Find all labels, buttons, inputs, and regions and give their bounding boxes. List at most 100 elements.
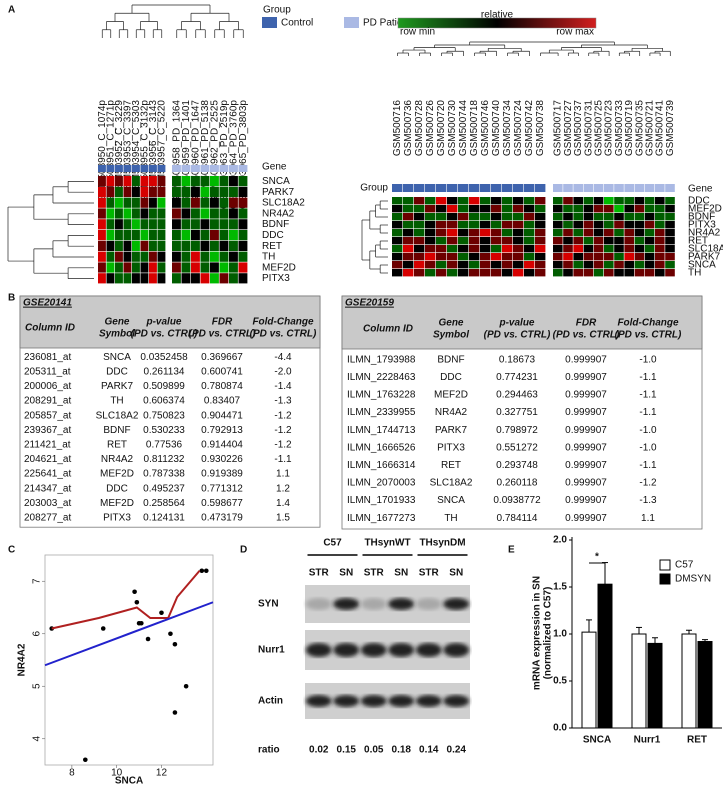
blot-band xyxy=(443,695,470,707)
heat-cell xyxy=(573,221,583,229)
heat-cell xyxy=(392,269,403,277)
heat-cell xyxy=(644,237,655,245)
heat-cell xyxy=(132,273,140,284)
heat-cell xyxy=(191,262,200,273)
sample-label: GSM500727 xyxy=(563,100,574,157)
table-cell: 0.787338 xyxy=(143,469,185,480)
heat-cell xyxy=(191,176,200,187)
heat-cell xyxy=(157,186,166,197)
blot-band xyxy=(333,695,360,707)
heat-cell xyxy=(403,253,414,261)
heat-cell xyxy=(614,221,624,229)
panel-label: C xyxy=(8,545,15,556)
heat-cell xyxy=(140,197,149,208)
heat-cell xyxy=(98,240,106,251)
group-cell xyxy=(106,165,115,172)
heat-cell xyxy=(593,205,604,213)
heat-cell xyxy=(513,237,524,245)
ratio-value: 0.18 xyxy=(392,745,412,756)
table-cell: 1.1 xyxy=(276,469,290,480)
blot-row: SYN xyxy=(258,599,279,610)
heat-cell xyxy=(624,253,634,261)
heat-cell xyxy=(172,251,181,262)
table-cell: 211421_at xyxy=(24,440,71,451)
table-cell: MEF2D xyxy=(434,390,468,401)
heat-cell xyxy=(624,229,634,237)
heat-cell xyxy=(425,205,436,213)
heat-cell xyxy=(447,253,458,261)
column-header: Fold-Change xyxy=(252,317,314,328)
heat-cell xyxy=(458,261,469,269)
legend-title: Group xyxy=(263,5,291,16)
heat-cell xyxy=(140,186,149,197)
color-scale xyxy=(397,17,597,29)
heat-cell xyxy=(553,261,563,269)
heat-cell xyxy=(98,273,106,284)
sample-label: GSM500719 xyxy=(624,100,635,157)
heat-cell xyxy=(106,240,115,251)
heat-cell xyxy=(229,197,238,208)
heat-cell xyxy=(604,221,614,229)
x-tick-label: RET xyxy=(687,735,707,746)
data-point xyxy=(203,568,209,574)
table-cell: 236081_at xyxy=(24,352,71,363)
heat-cell xyxy=(553,221,563,229)
heat-cell xyxy=(458,237,469,245)
heat-cell xyxy=(172,273,181,284)
heat-cell xyxy=(157,219,166,230)
heat-cell xyxy=(106,219,115,230)
blot-membrane xyxy=(305,683,470,719)
heat-cell xyxy=(502,245,513,253)
heat-cell xyxy=(583,245,594,253)
heat-cell xyxy=(98,208,106,219)
heat-cell xyxy=(181,273,191,284)
heat-cell xyxy=(210,262,219,273)
table-cell: 204621_at xyxy=(24,454,71,465)
y-tick-label: 5 xyxy=(32,683,43,689)
group-cell xyxy=(181,165,191,172)
heat-cell xyxy=(480,229,491,237)
heat-cell xyxy=(634,245,645,253)
heat-cell xyxy=(593,261,604,269)
heat-cell xyxy=(210,240,219,251)
table-cell: 0.774231 xyxy=(496,372,538,383)
sample-label: GSM503953_C_3397 xyxy=(122,100,133,197)
column-header: (PD vs. CTRL) xyxy=(484,330,551,341)
heat-cell xyxy=(447,245,458,253)
heat-cell xyxy=(524,229,535,237)
gene-label: PITX3 xyxy=(262,273,290,284)
heat-cell xyxy=(191,208,200,219)
heat-cell xyxy=(469,221,480,229)
gene-label: RET xyxy=(262,241,282,252)
heat-cell xyxy=(210,208,219,219)
heat-cell xyxy=(238,240,248,251)
table-cell: -1.0 xyxy=(639,425,657,436)
gene-label: SNCA xyxy=(688,260,716,271)
heat-cell xyxy=(238,197,248,208)
heat-cell xyxy=(563,269,573,277)
gene-header: Gene xyxy=(688,184,713,195)
heat-cell xyxy=(210,251,219,262)
heat-cell xyxy=(644,197,655,205)
table-cell: 0.509899 xyxy=(143,381,185,392)
legend-label: Control xyxy=(281,18,313,29)
heat-cell xyxy=(210,273,219,284)
data-point xyxy=(145,636,151,642)
legend-label: DMSYN xyxy=(675,574,711,585)
heat-cell xyxy=(513,205,524,213)
legend-swatch xyxy=(659,573,671,585)
table-cell: 0.811232 xyxy=(144,454,185,465)
heat-cell xyxy=(123,219,132,230)
heat-cell xyxy=(491,221,502,229)
heat-cell xyxy=(583,261,594,269)
heat-cell xyxy=(132,230,140,241)
sample-label: GSM503958_PD_1364 xyxy=(171,100,182,204)
heat-cell xyxy=(469,261,480,269)
table-cell: TH xyxy=(444,513,457,524)
heat-cell xyxy=(655,229,665,237)
heat-cell xyxy=(665,269,675,277)
table-cell: 0.784114 xyxy=(497,513,538,524)
table-cell: 0.495237 xyxy=(143,483,185,494)
group-cell xyxy=(403,184,414,192)
sample-label: GSM500736 xyxy=(403,100,414,157)
